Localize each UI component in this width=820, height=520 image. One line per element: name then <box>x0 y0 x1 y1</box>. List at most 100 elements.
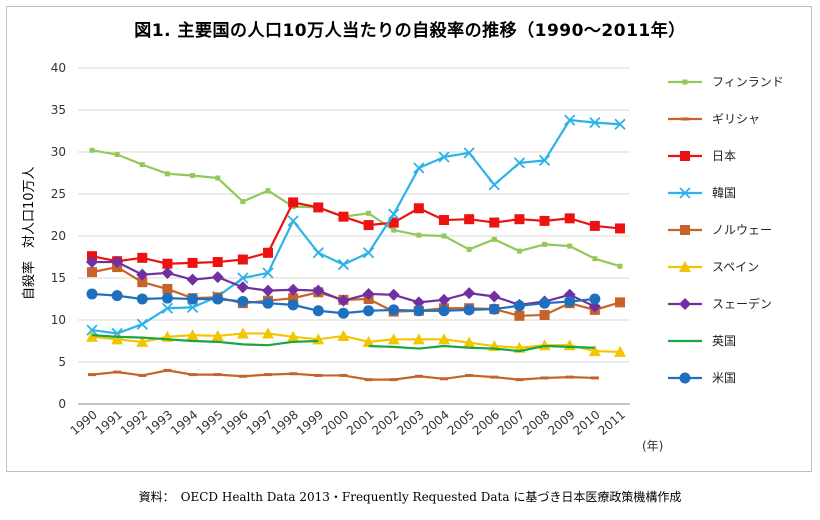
y-tick-label: 15 <box>51 271 66 285</box>
data-point-6 <box>488 290 501 303</box>
data-point-8 <box>161 292 173 304</box>
data-point-5 <box>614 345 626 357</box>
data-point-3 <box>161 302 174 314</box>
data-point-5 <box>463 336 476 348</box>
data-point-6 <box>463 287 476 300</box>
legend-marker <box>680 225 690 235</box>
data-point-2 <box>263 247 273 258</box>
data-point-8 <box>111 290 123 302</box>
data-point-8 <box>564 296 576 308</box>
data-point-2 <box>137 252 148 263</box>
y-tick-label: 10 <box>51 313 66 327</box>
x-tick-label: 2006 <box>470 408 502 438</box>
data-point-1 <box>490 375 499 379</box>
data-point-3 <box>262 267 274 279</box>
series-line-3 <box>91 118 621 335</box>
series-line-0 <box>91 149 621 268</box>
data-point-2 <box>212 257 223 268</box>
series-line-4 <box>91 265 621 317</box>
data-point-8 <box>312 305 324 317</box>
y-tick-label: 0 <box>58 397 66 411</box>
data-point-5 <box>588 345 601 357</box>
data-point-5 <box>337 329 350 341</box>
data-point-5 <box>111 333 124 345</box>
series-line-5 <box>91 332 621 354</box>
data-point-3 <box>488 179 500 191</box>
x-tick-label: 2009 <box>545 408 577 438</box>
data-point-1 <box>314 373 323 377</box>
source-note: 資料： OECD Health Data 2013・Frequently Req… <box>138 490 682 504</box>
data-point-1 <box>590 376 599 380</box>
data-point-4 <box>137 277 148 288</box>
data-point-6 <box>86 256 98 269</box>
data-point-3 <box>538 154 551 167</box>
y-tick-label: 5 <box>58 355 66 369</box>
x-tick-label: 2004 <box>420 408 452 438</box>
chart-frame <box>6 6 812 472</box>
data-point-3 <box>237 272 249 284</box>
data-point-4 <box>615 297 625 308</box>
data-point-5 <box>86 330 98 342</box>
y-tick-label: 40 <box>51 61 66 75</box>
data-point-5 <box>136 335 149 347</box>
data-point-0 <box>215 175 221 181</box>
series-line-2 <box>91 201 621 265</box>
x-tick-label: 2010 <box>570 408 602 438</box>
x-tick-label: 2002 <box>369 408 401 438</box>
data-point-5 <box>287 330 300 342</box>
data-point-1 <box>289 372 298 376</box>
x-tick-label: 1998 <box>269 408 301 438</box>
data-point-8 <box>388 304 400 316</box>
x-tick-label: 2008 <box>520 408 552 438</box>
data-point-1 <box>138 373 147 377</box>
data-point-4 <box>539 309 550 320</box>
x-tick-label: 1994 <box>168 408 200 438</box>
data-point-6 <box>362 287 375 300</box>
data-point-0 <box>441 233 447 239</box>
y-tick-label: 25 <box>51 187 66 201</box>
data-point-3 <box>337 258 350 271</box>
data-point-3 <box>186 301 199 314</box>
x-tick-label: 2007 <box>495 408 527 438</box>
data-point-6 <box>262 284 274 297</box>
data-point-3 <box>388 208 400 220</box>
data-point-0 <box>190 173 196 179</box>
data-point-1 <box>113 370 122 374</box>
data-point-1 <box>465 373 474 377</box>
data-point-4 <box>162 283 173 294</box>
data-point-4 <box>514 310 525 321</box>
data-point-1 <box>238 374 247 378</box>
chart-title: 図1. 主要国の人口10万人当たりの自殺率の推移（1990〜2011年） <box>134 21 686 41</box>
x-tick-label: 2005 <box>445 408 477 438</box>
data-point-3 <box>614 118 626 130</box>
legend-marker <box>679 372 691 384</box>
data-point-0 <box>491 236 497 242</box>
data-point-2 <box>489 217 500 228</box>
data-point-2 <box>564 213 575 224</box>
data-point-2 <box>338 211 349 222</box>
data-point-3 <box>287 215 299 227</box>
data-point-6 <box>136 268 149 281</box>
data-point-8 <box>513 300 525 312</box>
y-tick-label: 30 <box>51 145 66 159</box>
data-point-1 <box>188 373 197 377</box>
data-point-8 <box>262 297 274 309</box>
legend-label: 韓国 <box>712 186 736 200</box>
data-point-6 <box>211 271 224 284</box>
data-point-3 <box>312 247 324 259</box>
data-point-4 <box>288 293 299 304</box>
legend-label: 英国 <box>712 334 736 348</box>
data-point-1 <box>339 373 348 377</box>
data-point-6 <box>438 293 450 306</box>
data-point-5 <box>186 329 199 341</box>
data-point-3 <box>564 114 576 126</box>
legend-marker <box>679 187 691 199</box>
series-line-7 <box>91 334 319 347</box>
data-point-8 <box>463 304 475 316</box>
data-point-6 <box>236 281 249 294</box>
data-point-8 <box>86 288 98 300</box>
legend-label: スペイン <box>712 260 759 274</box>
data-point-0 <box>139 162 145 168</box>
data-point-0 <box>466 246 472 252</box>
data-point-2 <box>363 220 374 231</box>
